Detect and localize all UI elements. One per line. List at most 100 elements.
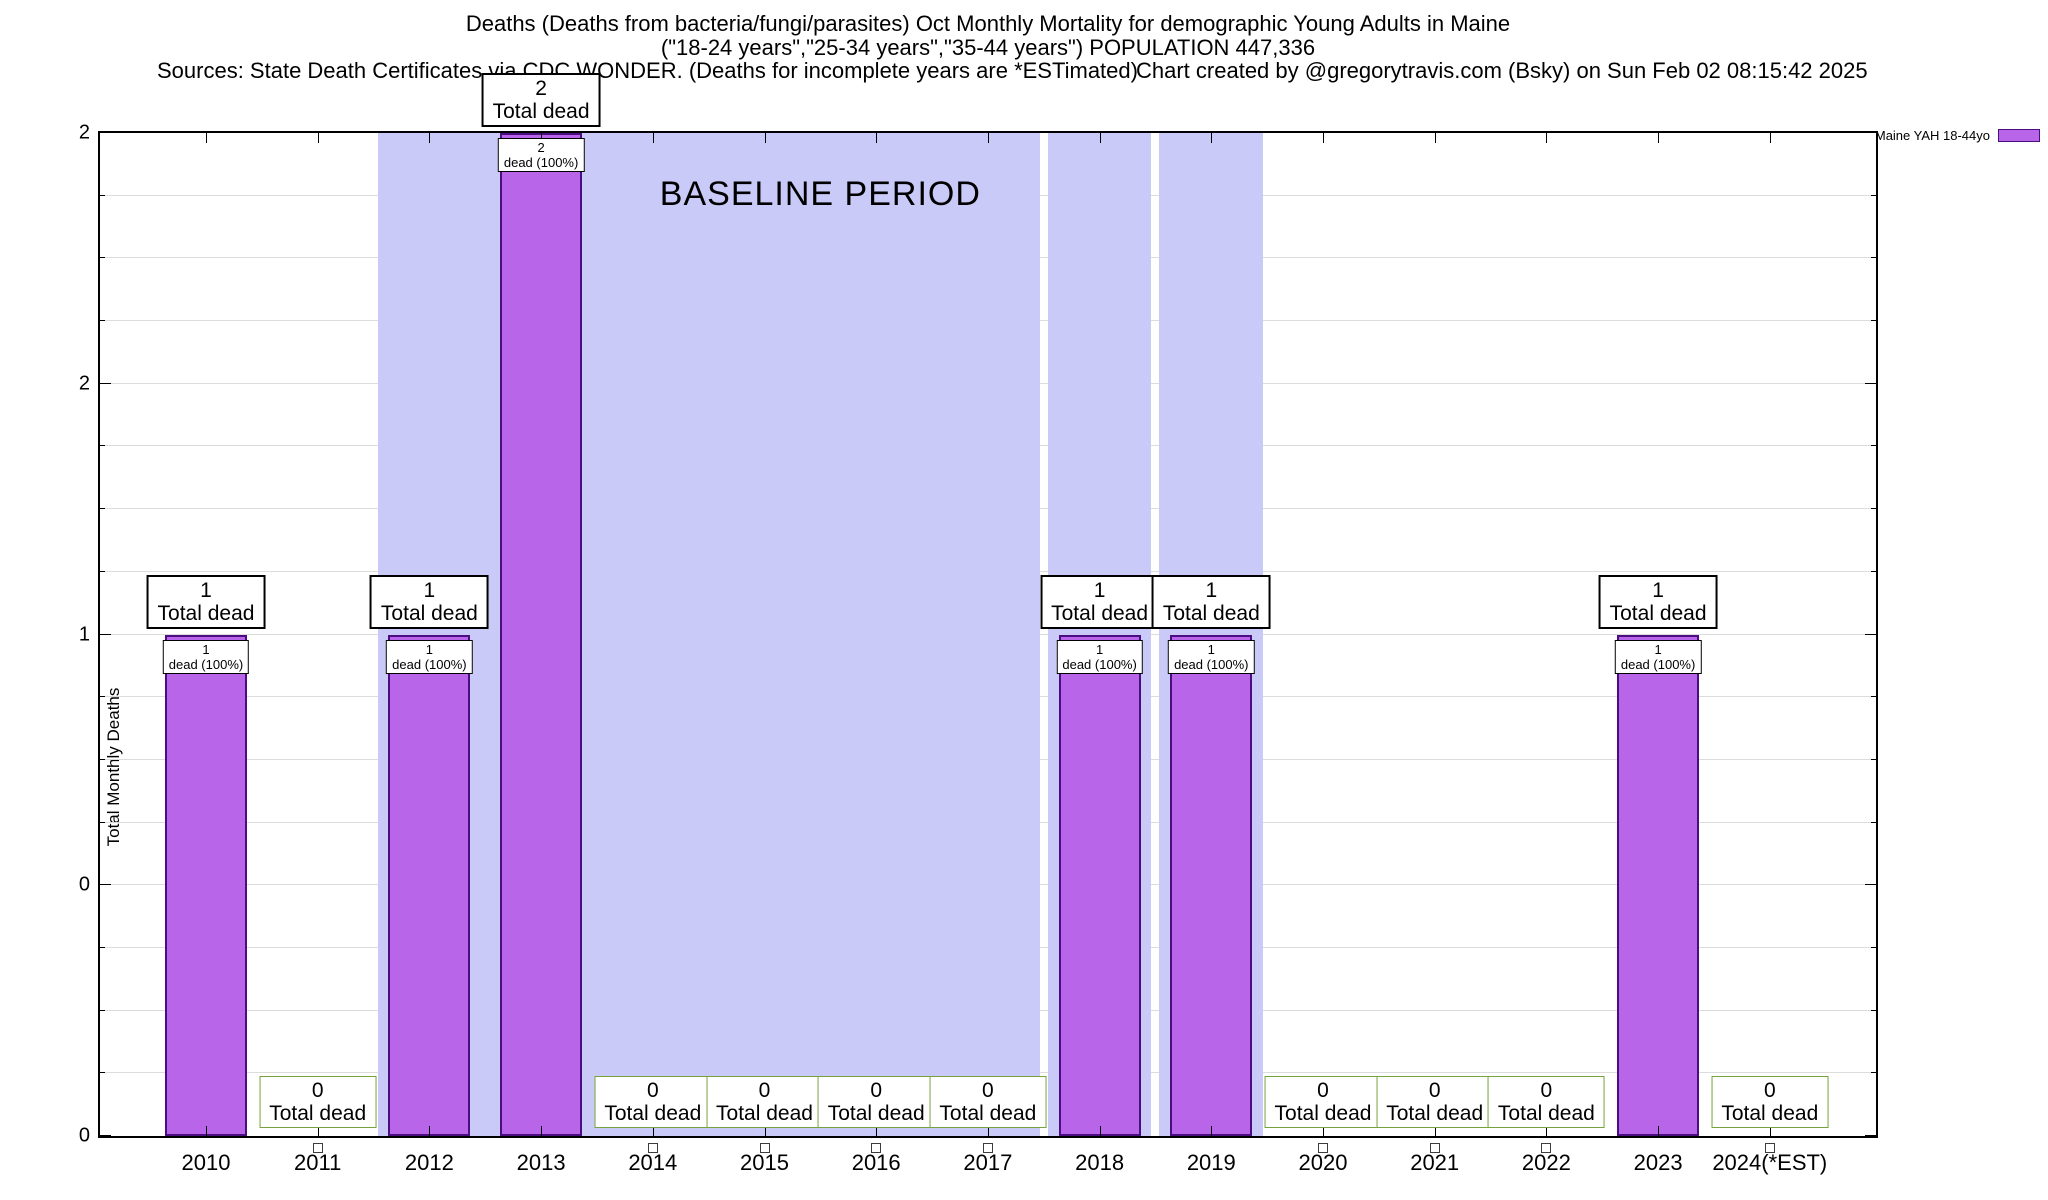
bar-total-label: 0 Total dead (1376, 1076, 1494, 1128)
y-tick (1871, 946, 1876, 948)
x-tick (652, 1126, 654, 1136)
bar-total-value: 1 (423, 578, 436, 602)
y-tick (1865, 132, 1876, 133)
bar-total-text: Total dead (1386, 1102, 1484, 1125)
bar-total-value: 0 (758, 1079, 771, 1102)
bar-total-label: 0 Total dead (929, 1076, 1047, 1128)
plot-area: Year Total Monthly Deaths BASELINE PERIO… (79, 73, 1878, 1175)
x-tick (429, 1126, 431, 1136)
x-tick-label: 2010 (181, 1150, 231, 1175)
bar-total-text: Total dead (716, 1102, 813, 1125)
zero-marker (1429, 1143, 1440, 1153)
x-tick (317, 1126, 319, 1136)
bar (388, 634, 471, 1136)
bar-total-text: Total dead (939, 1102, 1037, 1125)
bar-total-value: 0 (870, 1079, 883, 1102)
y-tick (100, 758, 105, 760)
bar-inner-value: 1 (1095, 641, 1104, 657)
bar-inner-value: 1 (425, 641, 434, 657)
bar-total-text: Total dead (157, 601, 255, 625)
baseline-region (377, 133, 1040, 1136)
x-tick (1099, 133, 1101, 143)
y-tick (100, 1072, 105, 1074)
x-tick (1211, 1126, 1213, 1136)
bar-total-label: 0 Total dead (1487, 1076, 1605, 1128)
zero-marker (871, 1143, 882, 1153)
bar-total-value: 1 (1205, 578, 1218, 602)
x-tick (541, 1126, 543, 1136)
bar-total-value: 0 (646, 1079, 659, 1102)
bar-total-text: Total dead (1051, 601, 1149, 625)
y-tick (100, 132, 111, 133)
x-tick (876, 1126, 878, 1136)
y-tick (1871, 194, 1876, 196)
x-tick (206, 1126, 207, 1136)
bar-total-value: 1 (200, 578, 212, 602)
x-tick-label: 2023 (1633, 1150, 1683, 1175)
x-tick (317, 133, 319, 143)
y-tick (1865, 382, 1876, 384)
bar-total-value: 0 (1428, 1079, 1441, 1102)
chart-title-line2: ("18-24 years","25-34 years","35-44 year… (660, 35, 1316, 60)
bar-inner-label: 1 dead (100%) (386, 639, 473, 674)
x-tick (987, 133, 989, 143)
bar-total-label: 0 Total dead (1264, 1076, 1382, 1128)
bar-total-label: 1 Total dead (1040, 574, 1160, 629)
y-tick (1871, 570, 1876, 572)
y-tick (1871, 1009, 1876, 1011)
legend-label: Maine YAH 18-44yo (1874, 128, 1990, 143)
x-tick-label: 2022 (1521, 1150, 1571, 1175)
bar-inner-value: 1 (202, 641, 210, 657)
y-tick (1871, 445, 1876, 447)
x-tick-label: 2021 (1410, 1150, 1460, 1175)
y-tick-label: 2 (78, 372, 90, 395)
zero-marker (982, 1143, 993, 1153)
x-tick-label: 2015 (740, 1150, 789, 1175)
x-tick (1658, 1126, 1660, 1136)
y-axis-title: Total Monthly Deaths (104, 687, 123, 847)
bar (1170, 634, 1253, 1136)
bar-total-text: Total dead (604, 1102, 702, 1125)
x-tick-label: 2018 (1075, 1150, 1125, 1175)
x-tick (764, 133, 766, 143)
x-tick (764, 1126, 766, 1136)
x-tick-label: 2020 (1298, 1150, 1348, 1175)
bar-inner-value: 2 (537, 140, 545, 155)
bar-total-label: 0 Total dead (1711, 1076, 1829, 1128)
x-tick (1434, 1126, 1436, 1136)
y-tick (100, 946, 105, 948)
y-tick (100, 884, 111, 886)
bar-inner-text: dead (100%) (168, 656, 244, 672)
bar-total-text: Total dead (380, 601, 478, 625)
y-tick (100, 320, 105, 322)
y-tick (1871, 821, 1876, 823)
y-tick (1871, 257, 1876, 259)
bar-total-value: 0 (311, 1079, 324, 1102)
x-tick-label: 2016 (851, 1150, 901, 1175)
zero-marker (759, 1143, 770, 1153)
zero-marker (1318, 1143, 1328, 1153)
sources-note: Sources: State Death Certificates via CD… (157, 58, 1138, 83)
bar-total-text: Total dead (827, 1102, 925, 1125)
bar-inner-text: dead (100%) (1620, 656, 1696, 672)
zero-marker (1541, 1143, 1552, 1153)
bar-inner-label: 1 dead (100%) (162, 639, 250, 674)
y-tick (100, 570, 105, 572)
x-tick (1769, 1126, 1771, 1136)
bar-inner-value: 1 (1654, 641, 1662, 657)
y-tick (100, 1135, 111, 1136)
y-tick (100, 382, 111, 384)
credit-note: Chart created by @gregorytravis.com (Bsk… (1136, 58, 1868, 83)
bar-total-value: 0 (1763, 1079, 1776, 1102)
bar-inner-label: 1 dead (100%) (1056, 639, 1143, 674)
x-tick-label: 2013 (516, 1150, 566, 1175)
bar-inner-value: 1 (1207, 641, 1215, 657)
x-tick-label: 2012 (404, 1150, 454, 1175)
x-tick (206, 133, 207, 143)
y-tick (100, 257, 105, 259)
bar (1058, 634, 1141, 1136)
y-tick (100, 194, 105, 196)
bar-total-label: 1 Total dead (369, 574, 489, 629)
x-tick (1546, 1126, 1548, 1136)
y-tick-label: 0 (78, 873, 90, 896)
